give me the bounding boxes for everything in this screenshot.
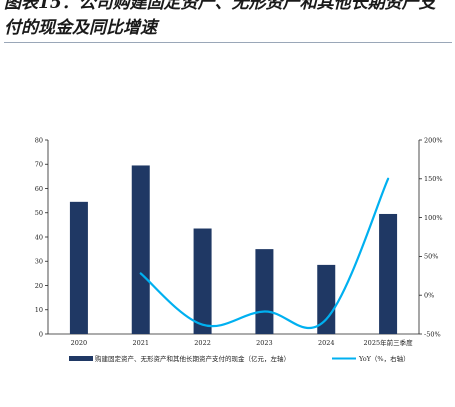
y-right-tick-label: 50% [424, 253, 438, 261]
x-tick-label: 2021 [132, 339, 149, 347]
yoy-line [139, 177, 390, 330]
bar [193, 228, 212, 334]
bar [131, 165, 150, 334]
y-left-tick-label: 40 [35, 233, 43, 241]
y-left-tick-label: 20 [35, 282, 43, 290]
legend-bar-label: 购建固定资产、无形资产和其他长期资产支付的现金（亿元，左轴） [95, 354, 290, 363]
y-right-tick-label: 100% [424, 214, 443, 222]
y-left-tick-label: 0 [39, 330, 43, 338]
y-left-tick-label: 70 [35, 161, 43, 169]
y-left-tick-label: 80 [35, 136, 43, 144]
yoy-line-series [139, 177, 390, 330]
y-left-tick-label: 30 [35, 258, 43, 266]
y-left-tick-label: 50 [35, 209, 43, 217]
x-tick-label: 2023 [256, 339, 273, 347]
x-tick-label: 2025年前三季度 [364, 338, 414, 347]
y-right-tick-label: 200% [424, 136, 443, 144]
x-tick-label: 2022 [194, 339, 211, 347]
y-left-tick-label: 60 [35, 185, 43, 193]
bar [317, 264, 336, 334]
bar [255, 249, 274, 334]
title-rule [4, 42, 452, 43]
bar [379, 213, 398, 334]
bar [69, 201, 88, 334]
y-left-tick-label: 10 [35, 306, 43, 314]
y-right-tick-label: 150% [424, 175, 443, 183]
bar-series [69, 165, 398, 334]
x-tick-label: 2020 [71, 339, 88, 347]
legend-bar-swatch [69, 356, 93, 361]
figure-title: 图表15：公司购建固定资产、无形资产和其他长期资产支付的现金及同比增速 [4, 0, 436, 38]
y-right-tick-label: 0% [424, 292, 434, 300]
axes: 0 10 20 30 40 50 60 70 80 -50% 0% 50% 100% 150% 200% 20… [35, 136, 443, 347]
y-right-tick-label: -50% [424, 330, 441, 338]
legend-line-label: YoY（%，右轴） [358, 354, 410, 363]
x-tick-label: 2024 [318, 339, 335, 347]
legend: 购建固定资产、无形资产和其他长期资产支付的现金（亿元，左轴） YoY（%，右轴） [69, 354, 410, 363]
